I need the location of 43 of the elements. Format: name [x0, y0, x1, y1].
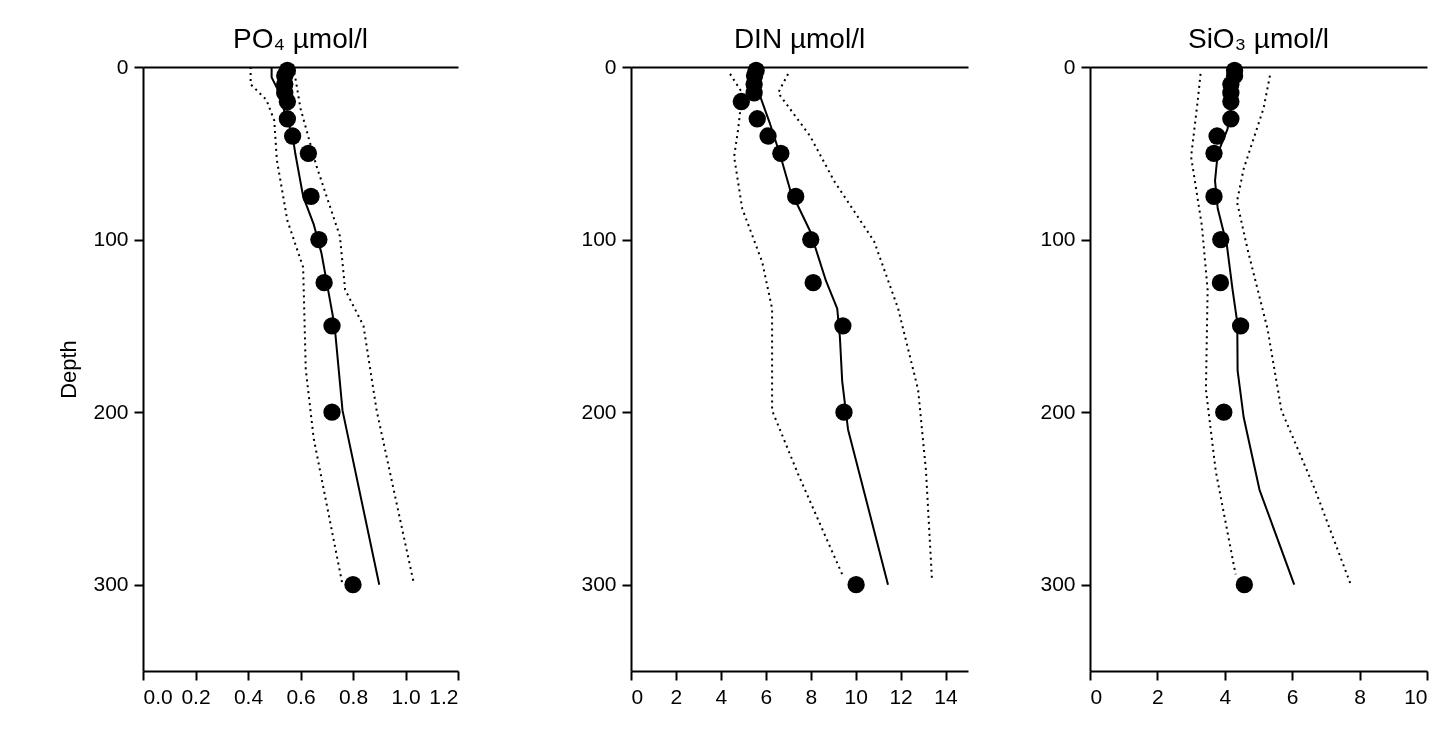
- point: [804, 274, 822, 292]
- x-tick-label: 2: [670, 684, 683, 708]
- x-tick-label: 2: [1152, 684, 1164, 708]
- point: [748, 110, 766, 128]
- x-tick-label: 0: [1090, 684, 1103, 708]
- x-tick-label: 12: [889, 684, 913, 708]
- y-tick-label: 300: [581, 572, 617, 596]
- x-tick-label: 0.6: [286, 684, 316, 708]
- y-tick-label: 0: [1063, 54, 1076, 78]
- y-tick-label: 300: [93, 572, 129, 596]
- line-series: [729, 72, 844, 576]
- y-tick-label: 200: [1040, 399, 1076, 423]
- x-tick-label: 4: [715, 684, 728, 708]
- x-tick-label: 8: [805, 684, 818, 708]
- x-tick-label: 8: [1354, 684, 1366, 708]
- y-tick-label: 0: [604, 54, 617, 78]
- x-tick-label: 0.4: [233, 684, 264, 708]
- x-tick-label: 14: [934, 684, 959, 708]
- x-tick-label: 6: [760, 684, 773, 708]
- point: [847, 576, 865, 594]
- point: [732, 92, 750, 111]
- x-tick-label: 1.2: [429, 684, 459, 708]
- chart-title: DIN µmol/l: [733, 23, 866, 54]
- x-tick-label: 0.0: [143, 684, 173, 708]
- y-tick-label: 100: [581, 227, 617, 251]
- x-tick-label: 10: [844, 684, 868, 708]
- x-tick-label: 1.0: [391, 684, 421, 708]
- chart-title: SiO₃ µmol/l: [1187, 23, 1330, 54]
- x-tick-label: 0.2: [181, 684, 211, 708]
- y-axis-title: Depth: [56, 340, 82, 399]
- x-tick-label: 6: [1286, 684, 1299, 708]
- y-tick-label: 200: [581, 399, 617, 423]
- x-tick-label: 0.8: [338, 684, 369, 708]
- x-tick-label: 4: [1219, 684, 1232, 708]
- x-tick-label: 0: [631, 684, 644, 708]
- y-tick-label: 100: [93, 227, 129, 251]
- x-tick-label: 10: [1404, 684, 1428, 708]
- y-tick-label: 200: [93, 399, 129, 423]
- chart-title: PO₄ µmol/l: [233, 23, 368, 54]
- y-tick-label: 100: [1040, 227, 1076, 251]
- y-tick-label: 0: [116, 54, 129, 78]
- line-series: [1235, 74, 1352, 584]
- y-tick-label: 300: [1040, 572, 1076, 596]
